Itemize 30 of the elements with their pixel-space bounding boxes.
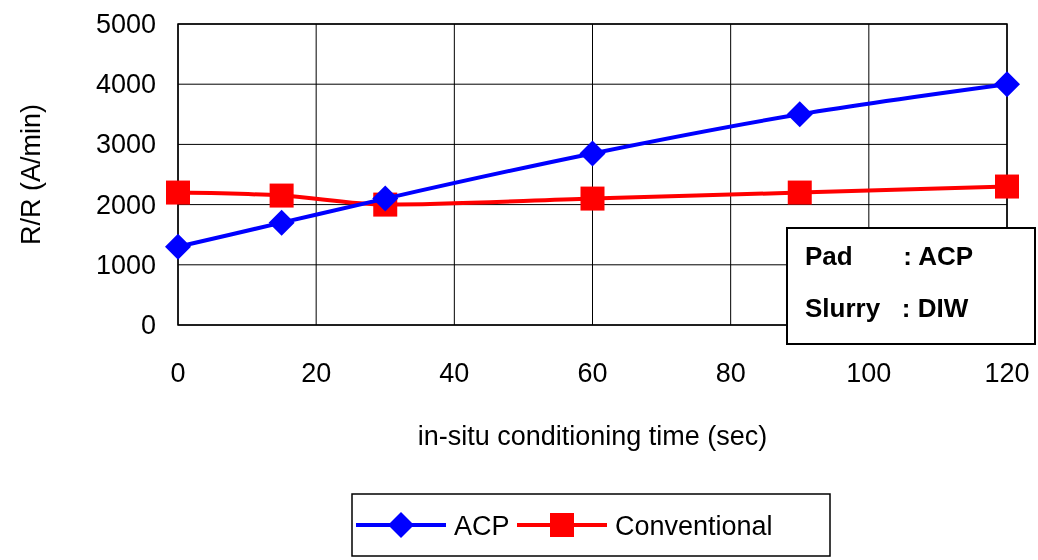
point — [579, 140, 606, 167]
point — [787, 180, 812, 205]
x-tick-label: 100 — [846, 358, 892, 388]
point — [269, 183, 294, 208]
point — [372, 185, 399, 212]
x-axis-title: in-situ conditioning time (sec) — [417, 421, 768, 451]
y-tick-label: 3000 — [95, 129, 156, 160]
y-tick-label: 2000 — [95, 189, 156, 220]
point — [165, 233, 191, 260]
x-tick-label: 120 — [984, 358, 1030, 388]
x-tick-label: 80 — [715, 358, 746, 388]
y-tick-label: 5000 — [95, 9, 156, 39]
x-tick-label: 0 — [170, 358, 186, 388]
point — [995, 174, 1019, 199]
y-tick-label: 1000 — [95, 249, 156, 280]
y-tick-label: 4000 — [95, 69, 156, 100]
annotation: Slurry : DIW — [805, 293, 969, 323]
legend-label: Conventional — [615, 511, 773, 541]
y-axis-title: R/R (A/min) — [16, 104, 46, 245]
point — [268, 209, 295, 236]
legend-label: ACP — [454, 511, 510, 541]
point — [994, 71, 1020, 98]
x-tick-label: 20 — [301, 358, 332, 388]
annotation: Pad : ACP — [805, 241, 974, 271]
y-tick-label: 0 — [140, 310, 156, 340]
point — [786, 101, 813, 128]
x-tick-label: 40 — [439, 358, 470, 388]
point — [580, 186, 605, 211]
point — [166, 180, 190, 205]
x-tick-label: 60 — [577, 358, 608, 388]
